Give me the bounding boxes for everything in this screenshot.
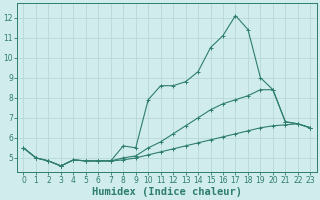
X-axis label: Humidex (Indice chaleur): Humidex (Indice chaleur) [92,186,242,197]
